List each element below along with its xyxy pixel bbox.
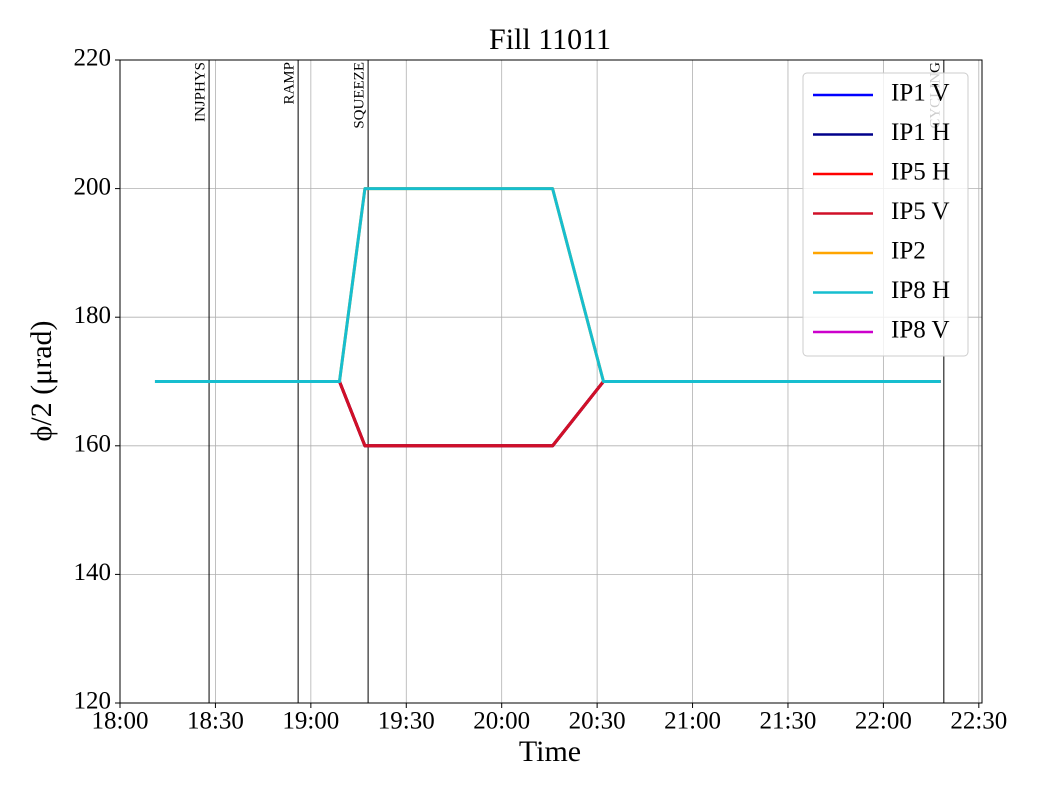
series-line [154, 187, 941, 383]
legend-label: IP1 V [891, 80, 950, 107]
y-tick-label: 120 [74, 688, 112, 715]
x-tick-label: 22:00 [855, 708, 912, 735]
legend-label: IP8 H [891, 277, 950, 304]
x-tick-label: 18:30 [187, 708, 244, 735]
x-tick-label: 19:00 [282, 708, 339, 735]
y-tick-label: 140 [74, 559, 112, 586]
x-tick-label: 21:30 [759, 708, 816, 735]
event-label: RAMP [282, 62, 298, 105]
y-axis-label: ϕ/2 (μrad) [25, 321, 58, 442]
legend-label: IP8 V [891, 317, 950, 344]
series-line [154, 380, 941, 448]
legend-label: IP1 H [891, 119, 950, 146]
y-tick-label: 220 [74, 45, 112, 72]
x-tick-label: 18:00 [92, 708, 149, 735]
event-label: INJPHYS [193, 62, 209, 122]
x-tick-label: 19:30 [378, 708, 435, 735]
series-line [154, 380, 941, 448]
legend-label: IP2 [891, 238, 926, 265]
series-line [154, 380, 941, 448]
legend-label: IP5 V [891, 198, 950, 225]
series-line [154, 380, 941, 448]
y-tick-label: 160 [74, 431, 112, 458]
x-tick-label: 21:00 [664, 708, 721, 735]
x-tick-label: 22:30 [950, 708, 1007, 735]
legend-box [802, 72, 969, 357]
x-tick-label: 20:30 [569, 708, 626, 735]
x-tick-label: 20:00 [473, 708, 530, 735]
y-tick-label: 200 [74, 173, 112, 200]
legend-label: IP5 H [891, 159, 950, 186]
chart-title: Fill 11011 [489, 23, 611, 56]
plot-frame [119, 59, 983, 704]
y-tick-label: 180 [74, 302, 112, 329]
x-axis-label: Time [519, 735, 581, 768]
event-label: SQUEEZE [352, 62, 368, 129]
